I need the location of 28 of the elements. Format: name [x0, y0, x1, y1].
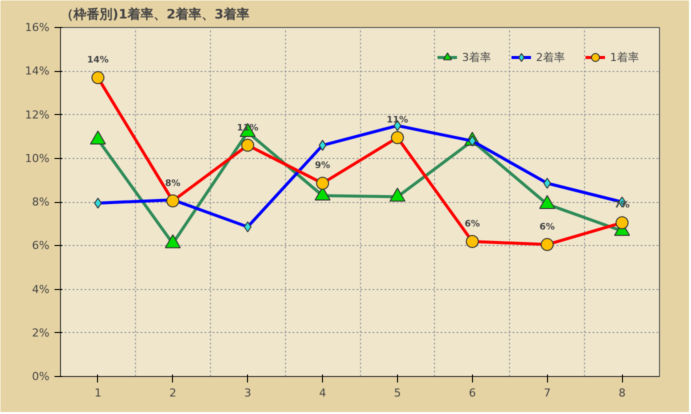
x-tick-label: 3 — [244, 386, 252, 400]
x-tick-label: 7 — [544, 386, 551, 400]
data-label: 9% — [314, 161, 330, 172]
legend-label: 1着率 — [610, 50, 639, 64]
data-label: 6% — [540, 222, 555, 233]
x-tick-label: 5 — [394, 386, 401, 400]
y-tick-label: 8% — [32, 196, 50, 208]
y-tick-label: 16% — [25, 21, 50, 34]
x-tick-label: 6 — [468, 386, 476, 400]
y-tick-label: 2% — [32, 326, 50, 340]
y-tick-label: 4% — [32, 282, 50, 296]
x-tick-label: 4 — [319, 386, 326, 400]
y-tick-label: 14% — [25, 64, 50, 78]
chart-title: （枠番別)1着率、2着率、3着率 — [60, 6, 250, 22]
y-tick-label: 6% — [32, 239, 50, 252]
y-tick-label: 0% — [32, 370, 50, 383]
y-tick-label: 12% — [25, 108, 50, 122]
data-label: 11% — [386, 116, 408, 126]
legend-label: 2着率 — [536, 50, 565, 64]
data-label: 8% — [165, 178, 180, 189]
data-label: 6% — [464, 219, 480, 230]
data-label: 7% — [614, 200, 630, 211]
x-tick-label: 1 — [94, 386, 102, 400]
y-tick-label: 10% — [25, 152, 50, 165]
x-tick-label: 2 — [169, 386, 176, 400]
legend-label: 3着率 — [462, 50, 491, 64]
data-label: 14% — [87, 56, 109, 66]
x-tick-label: 8 — [618, 386, 626, 400]
